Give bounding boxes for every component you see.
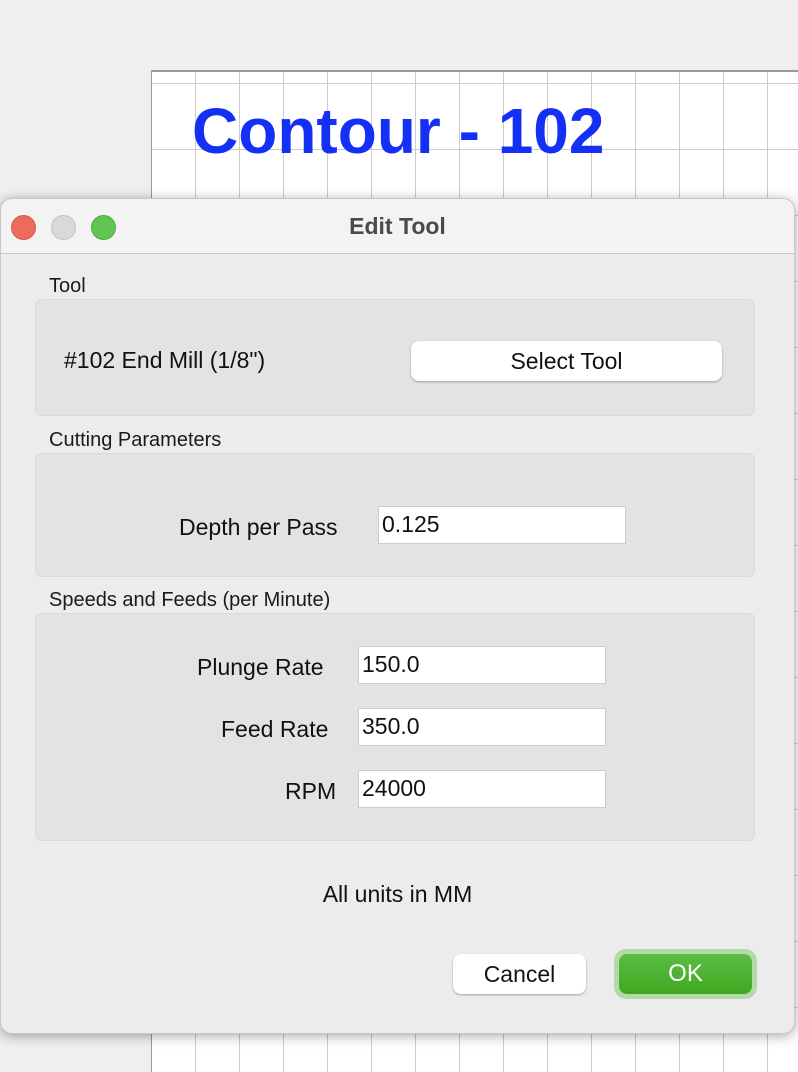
rpm-label: RPM bbox=[285, 778, 337, 804]
cutting-group: Depth per Pass 0.125 bbox=[35, 453, 755, 577]
feed-rate-label: Feed Rate bbox=[221, 716, 329, 742]
plunge-rate-input[interactable]: 150.0 bbox=[358, 646, 606, 684]
ok-button-label: OK bbox=[619, 954, 752, 994]
ok-button[interactable]: OK bbox=[614, 949, 757, 999]
canvas-title: Contour - 102 bbox=[192, 95, 605, 167]
current-tool: #102 End Mill (1/8") bbox=[64, 347, 266, 373]
minimize-window-icon bbox=[51, 215, 76, 240]
rpm-input[interactable]: 24000 bbox=[358, 770, 606, 808]
edit-tool-dialog: Edit Tool Tool #102 End Mill (1/8") Sele… bbox=[0, 198, 795, 1034]
title-bar[interactable]: Edit Tool bbox=[1, 199, 794, 254]
units-note: All units in MM bbox=[322, 881, 473, 907]
dialog-title: Edit Tool bbox=[349, 213, 446, 239]
depth-per-pass-input[interactable]: 0.125 bbox=[378, 506, 626, 544]
zoom-window-icon[interactable] bbox=[91, 215, 116, 240]
depth-per-pass-label: Depth per Pass bbox=[179, 514, 338, 540]
close-window-icon[interactable] bbox=[11, 215, 36, 240]
tool-section-label: Tool bbox=[49, 275, 86, 297]
cancel-button[interactable]: Cancel bbox=[453, 954, 586, 994]
select-tool-button[interactable]: Select Tool bbox=[411, 341, 722, 381]
speeds-group: Plunge Rate 150.0 Feed Rate 350.0 RPM 24… bbox=[35, 613, 755, 841]
tool-group: #102 End Mill (1/8") Select Tool bbox=[35, 299, 755, 416]
cutting-section-label: Cutting Parameters bbox=[49, 429, 222, 451]
speeds-section-label: Speeds and Feeds (per Minute) bbox=[49, 589, 331, 611]
feed-rate-input[interactable]: 350.0 bbox=[358, 708, 606, 746]
plunge-rate-label: Plunge Rate bbox=[197, 654, 324, 680]
